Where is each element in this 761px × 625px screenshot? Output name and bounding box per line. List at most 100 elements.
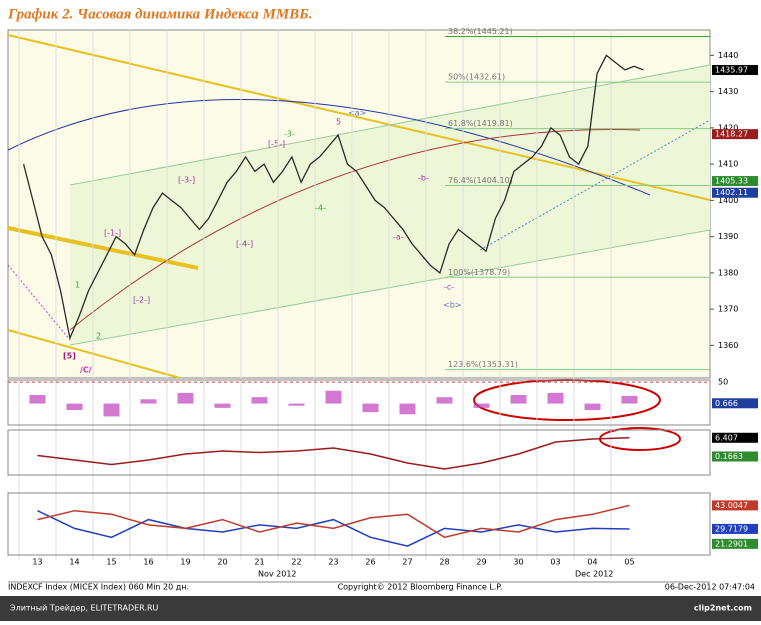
wave-label: [-3-] (178, 176, 195, 185)
histogram-bar (584, 403, 601, 410)
y-tick-label: 1420 (718, 123, 738, 132)
x-tick-label: 05 (624, 558, 634, 567)
wave-label: 1 (75, 281, 80, 290)
x-tick-label: 23 (328, 558, 338, 567)
x-tick-label: 21 (254, 558, 264, 567)
x-tick-label: 19 (180, 558, 190, 567)
wave-label: <a> (348, 109, 366, 118)
indicator-line (37, 437, 630, 470)
channel (70, 65, 710, 345)
value-box (712, 538, 758, 549)
wave-label: <b> (443, 301, 461, 310)
value-box (712, 500, 758, 511)
footer-right: 06-Dec-2012 07:47:04 (665, 583, 755, 592)
wave-label: -c- (444, 283, 454, 292)
x-tick-label: 20 (217, 558, 227, 567)
value-box (712, 129, 758, 140)
value-label: 1402.11 (715, 188, 748, 197)
value-box (712, 64, 758, 75)
histogram-bar (399, 403, 416, 415)
x-tick-label: 16 (143, 558, 153, 567)
histogram-bar (214, 403, 231, 408)
trend-line (479, 119, 711, 251)
y-tick-label: 1430 (718, 87, 738, 96)
histogram-bar (177, 392, 194, 404)
y-tick-label: 1370 (718, 305, 738, 314)
wave-label: 5 (336, 118, 341, 127)
x-tick-label: 22 (291, 558, 301, 567)
value-box (712, 432, 758, 443)
wave-label: -4- (315, 204, 326, 213)
month-label: Nov 2012 (258, 570, 297, 579)
value-box (712, 523, 758, 534)
trend-line (7, 329, 181, 379)
value-label: 1418.27 (715, 130, 748, 139)
value-label: 43.0047 (715, 501, 748, 510)
footer-center: Copyright© 2012 Bloomberg Finance L.P. (338, 583, 503, 592)
indicator-line (37, 504, 630, 539)
fib-label: 38.2%(1445.21) (448, 27, 513, 36)
wave-label: -a- (393, 233, 404, 242)
histogram-bar (29, 395, 46, 404)
value-label: 1405.33 (715, 177, 748, 186)
annotations: [5] /C/ <a> <b> -a- -b- -c- 5 -3- -4- [-… (63, 109, 461, 375)
y-tick-label: 1440 (718, 51, 738, 60)
y-tick-label: 1360 (718, 341, 738, 350)
fib-label: 50%(1432.61) (448, 73, 505, 82)
value-label: 6.407 (715, 433, 738, 442)
y-tick-label: 1410 (718, 160, 738, 169)
x-tick-label: 29 (476, 558, 486, 567)
x-tick-label: 13 (32, 558, 42, 567)
panel (7, 379, 711, 426)
panel (7, 429, 711, 476)
y-tick-label: 1390 (718, 232, 738, 241)
panel (7, 492, 711, 556)
chart-title: График 2. Часовая динамика Индекса ММВБ. (7, 6, 312, 22)
x-tick-label: 03 (550, 558, 560, 567)
histogram-bar (436, 397, 453, 404)
y-tick-label: 1380 (718, 268, 738, 277)
wave-label: [-5-] (268, 140, 285, 149)
wave-label: [5] (63, 352, 76, 361)
channel-line (69, 64, 711, 186)
trend-line (7, 264, 71, 341)
histogram-bar (251, 397, 268, 404)
histogram-bar (510, 395, 527, 404)
fib-label: 100%(1378.79) (448, 268, 510, 277)
watermark-bar (0, 596, 761, 621)
wave-label: 2 (96, 332, 101, 341)
value-box (712, 398, 758, 409)
wave-label: [-1-] (104, 229, 121, 238)
histogram-bar (103, 403, 120, 417)
fib-label: 123.6%(1353.31) (448, 360, 518, 369)
watermark-left: Элитный Трейдер, ELITETRADER.RU (10, 604, 159, 613)
ma-line (69, 129, 641, 331)
wave-label: [-2-] (133, 296, 150, 305)
x-tick-label: 15 (106, 558, 116, 567)
x-tick-label: 30 (513, 558, 523, 567)
month-label: Dec 2012 (575, 570, 613, 579)
value-label: 29.7179 (715, 524, 748, 533)
value-label: 21.2901 (715, 539, 748, 548)
histogram-bar (547, 392, 564, 404)
y-tick-label: 50 (718, 378, 728, 387)
wave-label: -b- (418, 174, 429, 183)
x-tick-label: 27 (402, 558, 412, 567)
histogram-bar (621, 395, 638, 404)
wave-label: /C/ (80, 366, 92, 375)
x-tick-label: 28 (439, 558, 449, 567)
fib-label: 76.4%(1404.10) (448, 176, 513, 185)
value-box (712, 176, 758, 187)
histogram-bar (362, 403, 379, 413)
y-tick-label: 1400 (718, 196, 738, 205)
x-tick-label: 26 (365, 558, 375, 567)
x-tick-label: 04 (587, 558, 597, 567)
footer-left: INDEXCF Index (MICEX Index) 060 Min 20 д… (8, 583, 189, 592)
ma-line (7, 99, 651, 196)
histogram-bar (140, 399, 157, 404)
histogram-bar (325, 390, 342, 404)
value-box (712, 187, 758, 198)
x-tick-label: 14 (69, 558, 79, 567)
wave-label: [-4-] (236, 240, 253, 249)
